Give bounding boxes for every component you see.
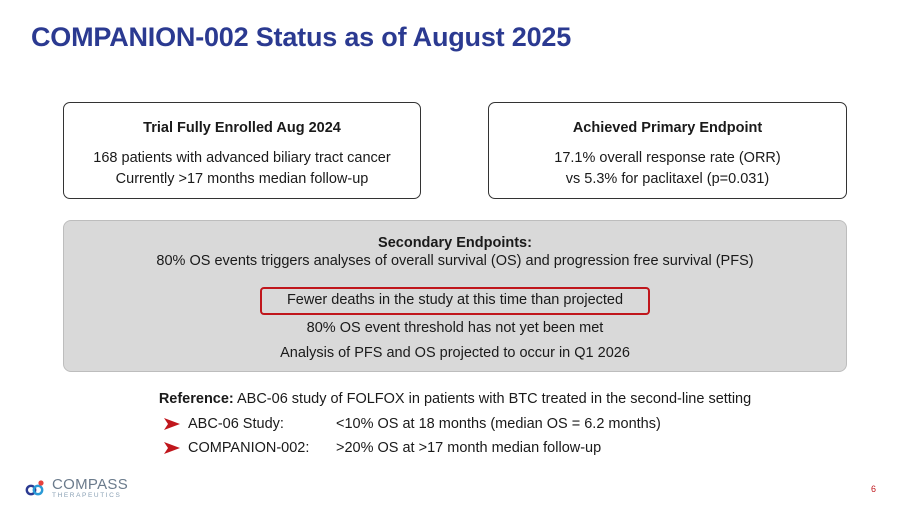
bullet-label: ABC-06 Study: xyxy=(188,416,284,432)
secondary-endpoints-panel: Secondary Endpoints: 80% OS events trigg… xyxy=(63,220,847,372)
primary-endpoint-box: Achieved Primary Endpoint 17.1% overall … xyxy=(488,102,847,199)
arrow-bullet-icon xyxy=(164,442,180,454)
reference-label: Reference: xyxy=(158,391,234,407)
primary-endpoint-heading: Achieved Primary Endpoint xyxy=(572,120,763,136)
secondary-line-2: 80% OS event threshold has not yet been … xyxy=(306,320,604,336)
logo-wordmark: COMPASS xyxy=(52,476,129,493)
bullet-value: >20% OS at >17 month median follow-up xyxy=(336,440,602,456)
bullet-value: <10% OS at 18 months (median OS = 6.2 mo… xyxy=(336,416,661,432)
enrolled-line-2: Currently >17 months median follow-up xyxy=(115,171,369,187)
reference-bullet: ABC-06 Study: <10% OS at 18 months (medi… xyxy=(164,416,661,432)
highlighted-finding: Fewer deaths in the study at this time t… xyxy=(260,287,650,315)
reference-line: Reference: ABC-06 study of FOLFOX in pat… xyxy=(0,391,910,407)
page-number: 6 xyxy=(871,484,877,494)
reference-bullet: COMPANION-002: >20% OS at >17 month medi… xyxy=(164,440,601,456)
logo-subtitle: THERAPEUTICS xyxy=(52,492,122,499)
enrolled-line-1: 168 patients with advanced biliary tract… xyxy=(93,150,391,166)
primary-endpoint-line-2: vs 5.3% for paclitaxel (p=0.031) xyxy=(565,171,770,187)
primary-endpoint-line-1: 17.1% overall response rate (ORR) xyxy=(554,150,781,166)
enrolled-box: Trial Fully Enrolled Aug 2024 168 patien… xyxy=(63,102,421,199)
company-logo: COMPASS THERAPEUTICS xyxy=(25,477,128,500)
secondary-subheading: 80% OS events triggers analyses of overa… xyxy=(156,253,754,269)
bullet-label: COMPANION-002: xyxy=(188,440,310,456)
secondary-heading: Secondary Endpoints: xyxy=(378,235,532,251)
compass-logo-icon xyxy=(25,480,44,496)
arrow-bullet-icon xyxy=(164,418,180,430)
page-title: COMPANION-002 Status as of August 2025 xyxy=(31,22,572,52)
secondary-line-3: Analysis of PFS and OS projected to occu… xyxy=(280,345,630,361)
reference-text: ABC-06 study of FOLFOX in patients with … xyxy=(233,391,752,407)
enrolled-heading: Trial Fully Enrolled Aug 2024 xyxy=(143,120,341,136)
